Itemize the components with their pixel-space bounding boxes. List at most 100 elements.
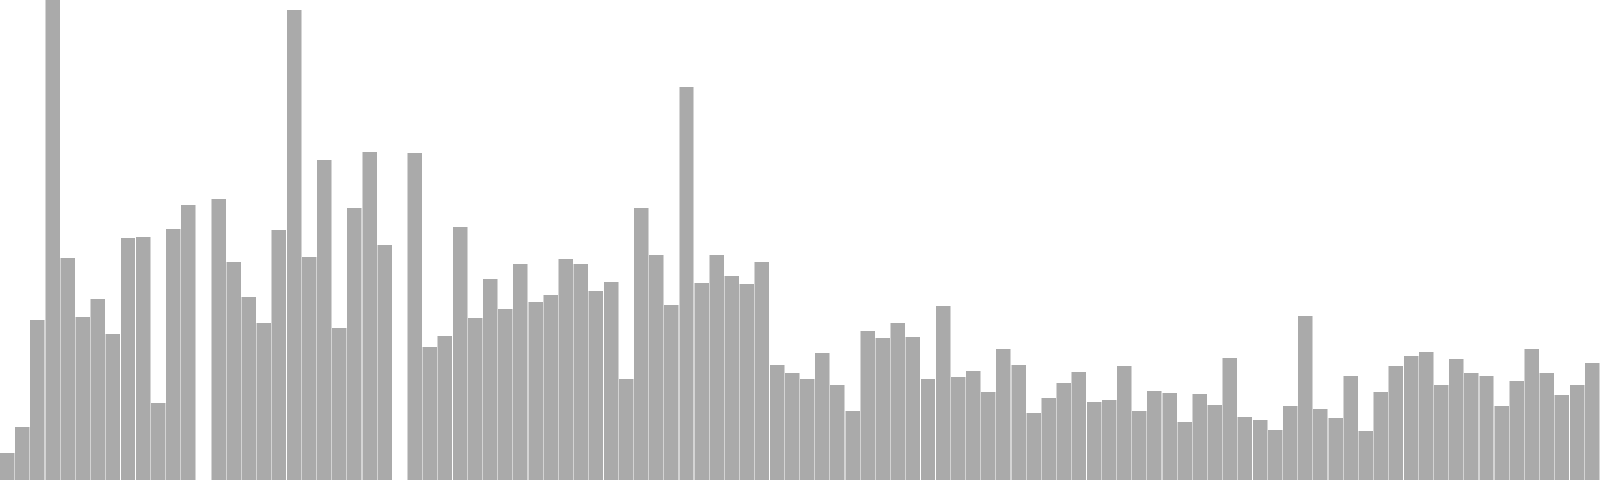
bar-9 xyxy=(135,237,151,480)
bar-102 xyxy=(1539,373,1555,480)
bar-88 xyxy=(1328,418,1343,480)
bar-28 xyxy=(422,347,438,480)
bar-23 xyxy=(347,208,362,480)
bar-61 xyxy=(920,379,936,480)
bar-38 xyxy=(573,264,589,480)
bar-10 xyxy=(150,403,166,480)
bar-81 xyxy=(1222,358,1238,480)
bar-5 xyxy=(75,317,90,480)
bar-36 xyxy=(543,295,558,480)
bar-99 xyxy=(1494,406,1509,480)
bar-67 xyxy=(1011,365,1026,480)
bar-76 xyxy=(1147,391,1162,480)
bar-105 xyxy=(1584,363,1600,480)
bar-17 xyxy=(256,323,272,480)
bar-32 xyxy=(483,279,498,480)
bar-98 xyxy=(1479,376,1494,480)
bar-19 xyxy=(286,10,302,480)
bar-39 xyxy=(588,291,604,480)
bar-3 xyxy=(45,0,60,480)
bar-87 xyxy=(1313,409,1328,480)
bar-4 xyxy=(60,258,75,480)
bar-100 xyxy=(1509,381,1524,480)
bar-48 xyxy=(724,276,740,480)
bar-64 xyxy=(966,371,981,480)
bar-22 xyxy=(332,328,347,480)
bar-73 xyxy=(1101,400,1117,480)
bar-75 xyxy=(1132,411,1147,480)
bar-31 xyxy=(467,318,483,480)
bar-18 xyxy=(271,230,287,480)
bar-96 xyxy=(1449,359,1464,480)
bar-30 xyxy=(452,227,468,480)
bar-40 xyxy=(603,282,619,480)
bar-92 xyxy=(1388,366,1404,480)
bar-51 xyxy=(769,365,785,480)
bar-80 xyxy=(1207,405,1223,480)
bar-15 xyxy=(226,262,241,480)
bar-35 xyxy=(528,302,543,480)
bar-42 xyxy=(633,208,649,480)
bar-52 xyxy=(784,373,800,480)
bar-95 xyxy=(1433,385,1449,480)
bar-91 xyxy=(1373,392,1389,480)
bar-14 xyxy=(211,199,226,480)
bar-69 xyxy=(1041,398,1056,480)
bar-78 xyxy=(1177,422,1192,480)
bar-12 xyxy=(181,205,196,480)
bar-104 xyxy=(1569,385,1585,480)
bar-11 xyxy=(166,229,181,480)
bar-16 xyxy=(241,297,256,480)
bar-7 xyxy=(105,334,121,480)
bar-0 xyxy=(0,453,15,480)
bar-59 xyxy=(890,323,906,480)
bar-33 xyxy=(498,309,513,480)
bar-65 xyxy=(981,392,996,480)
bar-79 xyxy=(1192,394,1207,480)
bar-43 xyxy=(649,255,664,480)
bar-94 xyxy=(1418,352,1434,480)
bar-62 xyxy=(935,306,951,480)
bar-84 xyxy=(1267,430,1283,480)
bar-60 xyxy=(905,337,921,480)
bar-2 xyxy=(30,320,45,480)
bar-27 xyxy=(407,153,423,480)
bar-1 xyxy=(15,427,30,480)
bar-57 xyxy=(860,331,875,480)
bar-58 xyxy=(875,338,890,480)
bar-68 xyxy=(1026,413,1041,480)
bar-77 xyxy=(1162,393,1177,480)
bar-44 xyxy=(664,305,679,480)
bar-34 xyxy=(513,264,528,480)
bar-63 xyxy=(950,377,966,480)
bar-29 xyxy=(437,336,453,480)
bar-47 xyxy=(709,255,724,480)
bar-66 xyxy=(996,349,1011,480)
bar-97 xyxy=(1464,373,1479,480)
bar-45 xyxy=(679,87,694,480)
bar-20 xyxy=(301,257,317,480)
bar-6 xyxy=(90,299,106,480)
bar-93 xyxy=(1403,356,1419,480)
bar-37 xyxy=(558,259,573,480)
bar-103 xyxy=(1554,395,1570,480)
bar-25 xyxy=(377,245,392,480)
bar-101 xyxy=(1524,349,1540,480)
bar-50 xyxy=(754,262,770,480)
bar-53 xyxy=(800,379,815,480)
bar-82 xyxy=(1237,417,1253,480)
bar-24 xyxy=(362,152,377,480)
bar-54 xyxy=(815,353,830,480)
bar-89 xyxy=(1343,376,1358,480)
bar-46 xyxy=(694,283,709,480)
bar-90 xyxy=(1358,431,1373,480)
bar-21 xyxy=(316,160,332,480)
bar-72 xyxy=(1086,402,1102,480)
bar-86 xyxy=(1298,316,1313,480)
bar-70 xyxy=(1056,383,1072,480)
bar-71 xyxy=(1071,372,1087,480)
bar-49 xyxy=(739,284,755,480)
bar-83 xyxy=(1252,420,1268,480)
